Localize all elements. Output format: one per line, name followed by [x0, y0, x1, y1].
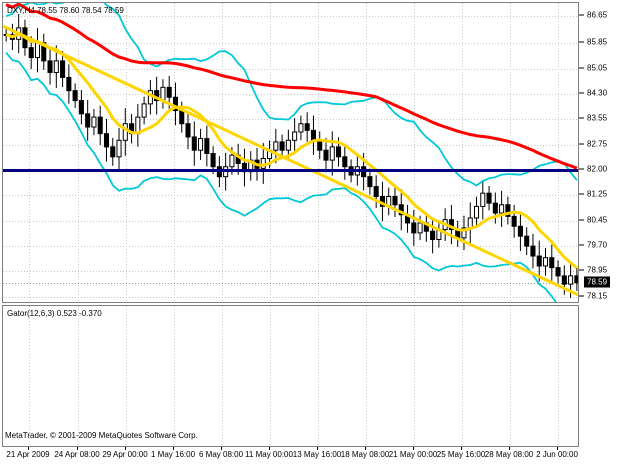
- price-axis-tick: [579, 168, 584, 170]
- indicator-overlays: [3, 3, 578, 302]
- vertical-gridline: [174, 3, 175, 302]
- price-axis-tick: [579, 92, 584, 94]
- vertical-gridline: [558, 3, 559, 302]
- vertical-gridline: [126, 3, 127, 302]
- horizontal-gridline: [3, 271, 578, 272]
- vertical-gridline: [462, 3, 463, 302]
- time-axis-tick: [509, 447, 510, 450]
- horizontal-gridline: [3, 43, 578, 44]
- price-plot-area[interactable]: [3, 3, 578, 302]
- price-axis-label: 78.15: [587, 291, 608, 301]
- price-axis-tick: [579, 117, 584, 119]
- time-axis-tick: [125, 447, 126, 450]
- price-axis-tick: [579, 244, 584, 246]
- horizontal-gridline: [3, 16, 578, 17]
- time-axis-tick: [557, 447, 558, 450]
- price-axis-label: 78.95: [587, 265, 608, 275]
- vertical-gridline: [78, 306, 79, 446]
- price-pane-header: DXY,H4 78.55 78.60 78.54 78.59: [7, 6, 124, 15]
- horizontal-gridline: [3, 119, 578, 120]
- price-axis-tick: [579, 14, 584, 16]
- price-axis-tick: [579, 295, 584, 297]
- price-axis-label: 85.05: [587, 63, 608, 73]
- price-axis-label: 84.30: [587, 88, 608, 98]
- vertical-gridline: [222, 306, 223, 446]
- price-axis-label: 86.65: [587, 10, 608, 20]
- price-axis-label: 82.75: [587, 139, 608, 149]
- vertical-gridline: [318, 3, 319, 302]
- current-price-line: [3, 283, 578, 284]
- price-axis-label: 85.85: [587, 37, 608, 47]
- vertical-gridline: [318, 306, 319, 446]
- vertical-gridline: [126, 306, 127, 446]
- horizontal-gridline: [3, 297, 578, 298]
- price-axis-tick: [579, 41, 584, 43]
- price-axis-label: 79.70: [587, 240, 608, 250]
- vertical-gridline: [462, 306, 463, 446]
- vertical-gridline: [366, 3, 367, 302]
- horizontal-gridline: [3, 94, 578, 95]
- vertical-gridline: [510, 3, 511, 302]
- vertical-gridline: [222, 3, 223, 302]
- gator-indicator-pane[interactable]: Gator(12,6,3) 0.523 -0.370: [2, 305, 579, 447]
- time-axis-label: 29 Apr 00:00: [102, 450, 148, 459]
- support-level-line: [3, 169, 578, 173]
- price-axis-tick: [579, 143, 584, 145]
- vertical-gridline: [510, 306, 511, 446]
- time-axis-label: 13 May 16:00: [292, 450, 342, 459]
- gator-plot-area[interactable]: [3, 306, 578, 446]
- horizontal-gridline: [3, 69, 578, 70]
- time-axis-tick: [365, 447, 366, 450]
- vertical-gridline: [270, 306, 271, 446]
- price-axis-tick: [579, 193, 584, 195]
- time-axis-label: 21 May 00:00: [388, 450, 438, 459]
- price-axis-tick: [579, 219, 584, 221]
- time-axis-tick: [77, 447, 78, 450]
- vertical-gridline: [414, 306, 415, 446]
- time-axis-label: 11 May 00:00: [245, 450, 293, 459]
- price-axis-tick: [579, 269, 584, 271]
- time-axis-label: 28 May 08:00: [484, 450, 534, 459]
- price-chart-pane[interactable]: DXY,H4 78.55 78.60 78.54 78.59: [2, 2, 579, 303]
- vertical-gridline: [78, 3, 79, 302]
- price-axis-label: 82.00: [587, 164, 608, 174]
- vertical-gridline: [414, 3, 415, 302]
- horizontal-gridline: [3, 195, 578, 196]
- time-axis-tick: [269, 447, 270, 450]
- time-axis-tick: [317, 447, 318, 450]
- vertical-gridline: [174, 306, 175, 446]
- time-axis-tick: [28, 447, 29, 450]
- time-axis-tick: [461, 447, 462, 450]
- time-axis-label: 24 Apr 08:00: [54, 450, 100, 459]
- time-axis-label: 1 May 16:00: [150, 450, 196, 459]
- vertical-gridline: [366, 306, 367, 446]
- price-axis-label: 81.25: [587, 189, 608, 199]
- time-axis-tick: [173, 447, 174, 450]
- horizontal-gridline: [3, 221, 578, 222]
- time-axis-label: 21 Apr 2009: [6, 450, 50, 459]
- vertical-gridline: [558, 306, 559, 446]
- horizontal-gridline: [3, 246, 578, 247]
- time-axis-tick: [413, 447, 414, 450]
- price-axis-tick: [579, 67, 584, 69]
- time-axis-tick: [221, 447, 222, 450]
- time-axis-label: 6 May 08:00: [198, 450, 244, 459]
- vertical-gridline: [29, 3, 30, 302]
- time-axis-label: 2 Jun 00:00: [536, 450, 578, 459]
- time-axis-label: 25 May 16:00: [436, 450, 486, 459]
- price-axis-label: 80.45: [587, 215, 608, 225]
- vertical-gridline: [29, 306, 30, 446]
- price-axis-label: 83.55: [587, 113, 608, 123]
- gator-pane-header: Gator(12,6,3) 0.523 -0.370: [7, 309, 102, 318]
- current-price-label: 78.59: [584, 276, 611, 288]
- status-bar-text: MetaTrader, © 2001-2009 MetaQuotes Softw…: [5, 431, 198, 440]
- time-axis-label: 18 May 08:00: [340, 450, 390, 459]
